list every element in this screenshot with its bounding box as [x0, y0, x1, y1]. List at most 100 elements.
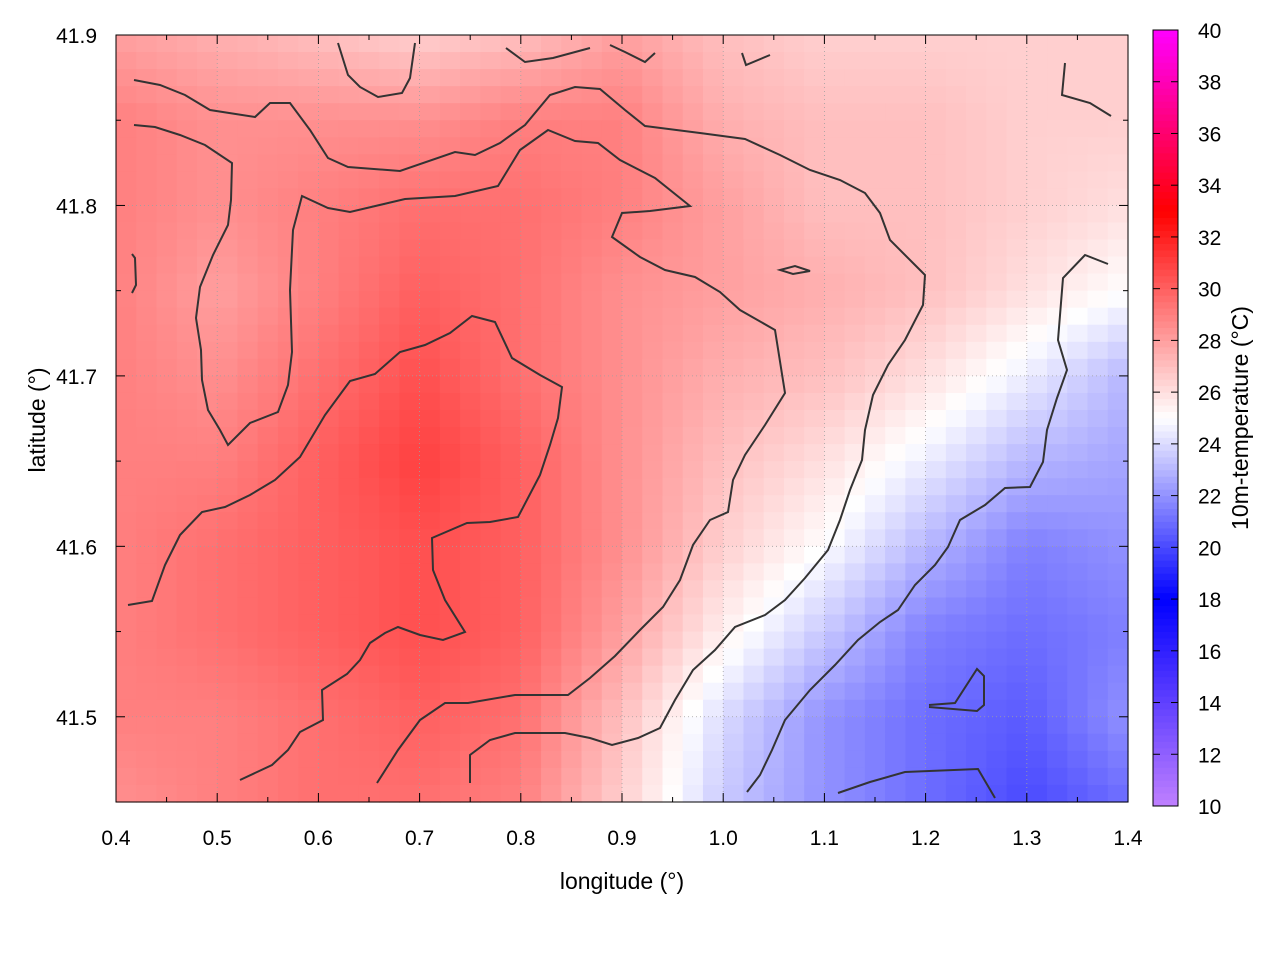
- heatmap-cell: [136, 341, 158, 360]
- heatmap-cell: [439, 341, 461, 360]
- heatmap-cell: [480, 171, 502, 189]
- heatmap-cell: [864, 137, 886, 155]
- heatmap-cell: [156, 239, 178, 258]
- heatmap-cell: [116, 222, 137, 241]
- heatmap-cell: [1026, 86, 1048, 104]
- heatmap-cell: [561, 290, 583, 309]
- heatmap-cell: [419, 222, 441, 241]
- heatmap-cell: [399, 137, 421, 155]
- heatmap-cell: [763, 784, 785, 803]
- colorbar-frame: [1152, 29, 1179, 807]
- heatmap-cell: [601, 222, 623, 241]
- heatmap-cell: [662, 409, 684, 428]
- heatmap-cell: [237, 188, 259, 207]
- heatmap-cell: [925, 273, 947, 292]
- heatmap-cell: [298, 154, 319, 172]
- heatmap-cell: [824, 222, 846, 241]
- heatmap-cell: [237, 427, 259, 445]
- heatmap-cell: [257, 273, 279, 292]
- heatmap-cell: [156, 784, 178, 803]
- heatmap-cell: [237, 69, 259, 87]
- heatmap-cell: [864, 341, 886, 360]
- heatmap-cell: [338, 546, 360, 564]
- heatmap-cell: [905, 188, 927, 207]
- heatmap-cell: [419, 358, 441, 377]
- heatmap-cell: [136, 750, 158, 769]
- heatmap-cell: [480, 239, 502, 258]
- heatmap-cell: [1006, 767, 1028, 786]
- heatmap-cell: [379, 529, 400, 547]
- heatmap-cell: [136, 529, 158, 547]
- heatmap-cell: [601, 120, 623, 138]
- heatmap-cell: [196, 375, 218, 394]
- heatmap-cell: [460, 35, 481, 53]
- heatmap-cell: [1067, 103, 1089, 121]
- heatmap-cell: [176, 699, 198, 718]
- heatmap-cell: [743, 529, 765, 547]
- heatmap-cell: [702, 614, 724, 633]
- heatmap-cell: [136, 597, 158, 616]
- heatmap-cell: [1107, 529, 1129, 547]
- heatmap-cell: [642, 427, 664, 445]
- heatmap-cell: [1026, 631, 1048, 650]
- heatmap-cell: [804, 52, 825, 70]
- heatmap-cell: [844, 699, 866, 718]
- heatmap-cell: [399, 665, 421, 684]
- heatmap-cell: [116, 324, 137, 343]
- heatmap-cell: [399, 188, 421, 207]
- heatmap-cell: [581, 324, 603, 343]
- heatmap-cell: [702, 341, 724, 360]
- heatmap-cell: [500, 784, 522, 803]
- heatmap-cell: [520, 512, 542, 530]
- heatmap-cell: [500, 35, 522, 53]
- heatmap-cell: [500, 171, 522, 189]
- heatmap-cell: [196, 631, 218, 650]
- heatmap-cell: [662, 239, 684, 258]
- colorbar-swatch: [1153, 55, 1178, 63]
- heatmap-cell: [196, 648, 218, 667]
- heatmap-cell: [338, 137, 360, 155]
- heatmap-cell: [723, 358, 745, 377]
- heatmap-cell: [682, 529, 704, 547]
- heatmap-cell: [1047, 239, 1068, 258]
- heatmap-cell: [844, 273, 866, 292]
- heatmap-cell: [561, 529, 583, 547]
- heatmap-cell: [723, 597, 745, 616]
- heatmap-cell: [480, 358, 502, 377]
- heatmap-cell: [581, 137, 603, 155]
- heatmap-cell: [804, 103, 825, 121]
- heatmap-cell: [358, 409, 380, 428]
- heatmap-cell: [379, 120, 400, 138]
- heatmap-cell: [1047, 171, 1068, 189]
- heatmap-cell: [480, 392, 502, 411]
- heatmap-cell: [277, 563, 299, 582]
- heatmap-cell: [500, 307, 522, 326]
- heatmap-cell: [1047, 103, 1068, 121]
- heatmap-cell: [500, 205, 522, 224]
- heatmap-cell: [1107, 307, 1129, 326]
- heatmap-cell: [237, 478, 259, 496]
- heatmap-cell: [1026, 103, 1048, 121]
- heatmap-cell: [966, 52, 987, 70]
- heatmap-cell: [702, 256, 724, 275]
- heatmap-cell: [217, 597, 239, 616]
- heatmap-cell: [419, 35, 441, 53]
- heatmap-cell: [298, 563, 319, 582]
- heatmap-cell: [358, 392, 380, 411]
- heatmap-cell: [439, 461, 461, 479]
- heatmap-cell: [905, 444, 927, 462]
- heatmap-cell: [136, 665, 158, 684]
- heatmap-cell: [338, 699, 360, 718]
- heatmap-cell: [662, 69, 684, 87]
- heatmap-cell: [986, 529, 1008, 547]
- heatmap-cell: [662, 137, 684, 155]
- heatmap-cell: [257, 512, 279, 530]
- heatmap-cell: [1087, 273, 1109, 292]
- heatmap-cell: [783, 205, 805, 224]
- heatmap-cell: [156, 290, 178, 309]
- heatmap-cell: [419, 648, 441, 667]
- heatmap-cell: [1026, 597, 1048, 616]
- heatmap-cell: [1067, 682, 1089, 701]
- heatmap-cell: [783, 171, 805, 189]
- heatmap-cell: [176, 188, 198, 207]
